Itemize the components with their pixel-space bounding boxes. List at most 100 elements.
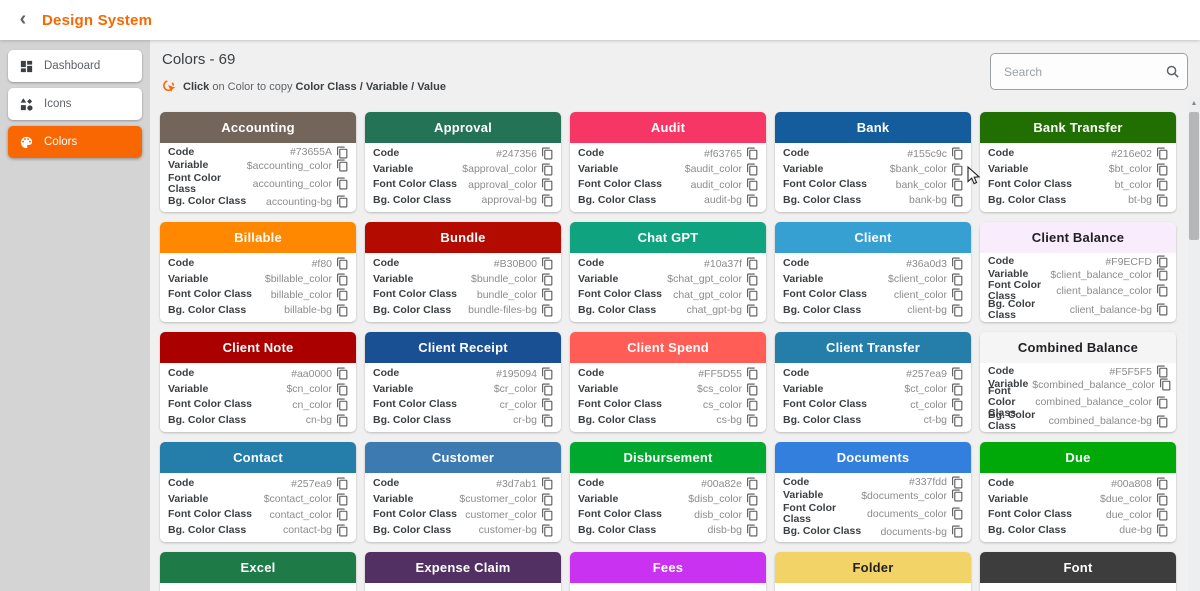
copy-icon[interactable]: [746, 288, 759, 301]
copy-icon[interactable]: [746, 508, 759, 521]
copy-icon[interactable]: [1156, 415, 1169, 428]
copy-icon[interactable]: [1156, 493, 1169, 506]
copy-icon[interactable]: [746, 524, 759, 537]
card-header[interactable]: Client: [775, 222, 971, 253]
copy-icon[interactable]: [336, 398, 349, 411]
copy-icon[interactable]: [541, 178, 554, 191]
card-header[interactable]: Client Note: [160, 332, 356, 363]
copy-icon[interactable]: [541, 493, 554, 506]
card-header[interactable]: Folder: [775, 552, 971, 583]
copy-icon[interactable]: [336, 273, 349, 286]
copy-icon[interactable]: [541, 367, 554, 380]
copy-icon[interactable]: [951, 194, 964, 207]
copy-icon[interactable]: [1156, 284, 1169, 297]
copy-icon[interactable]: [746, 477, 759, 490]
copy-icon[interactable]: [746, 163, 759, 176]
copy-icon[interactable]: [746, 398, 759, 411]
back-chevron-icon[interactable]: ‹: [19, 8, 27, 30]
copy-icon[interactable]: [541, 288, 554, 301]
card-header[interactable]: Excel: [160, 552, 356, 583]
search-input[interactable]: [991, 64, 1165, 79]
copy-icon[interactable]: [336, 159, 349, 172]
copy-icon[interactable]: [746, 304, 759, 317]
copy-icon[interactable]: [746, 178, 759, 191]
copy-icon[interactable]: [746, 414, 759, 427]
copy-icon[interactable]: [541, 524, 554, 537]
card-header[interactable]: Customer: [365, 442, 561, 473]
copy-icon[interactable]: [1156, 508, 1169, 521]
copy-icon[interactable]: [951, 398, 964, 411]
copy-icon[interactable]: [746, 194, 759, 207]
copy-icon[interactable]: [336, 508, 349, 521]
card-header[interactable]: Chat GPT: [570, 222, 766, 253]
sidebar-item-colors[interactable]: Colors: [8, 126, 142, 158]
card-header[interactable]: Approval: [365, 112, 561, 143]
copy-icon[interactable]: [1156, 365, 1169, 378]
card-header[interactable]: Client Transfer: [775, 332, 971, 363]
card-header[interactable]: Billable: [160, 222, 356, 253]
search-icon[interactable]: [1165, 64, 1180, 79]
copy-icon[interactable]: [746, 493, 759, 506]
copy-icon[interactable]: [336, 304, 349, 317]
copy-icon[interactable]: [541, 163, 554, 176]
copy-icon[interactable]: [1156, 396, 1169, 409]
copy-icon[interactable]: [541, 398, 554, 411]
copy-icon[interactable]: [1156, 477, 1169, 490]
card-header[interactable]: Bundle: [365, 222, 561, 253]
copy-icon[interactable]: [746, 367, 759, 380]
card-header[interactable]: Disbursement: [570, 442, 766, 473]
copy-icon[interactable]: [541, 477, 554, 490]
copy-icon[interactable]: [951, 414, 964, 427]
copy-icon[interactable]: [951, 525, 964, 538]
copy-icon[interactable]: [1156, 268, 1169, 281]
card-header[interactable]: Bank Transfer: [980, 112, 1176, 143]
card-header[interactable]: Audit: [570, 112, 766, 143]
card-header[interactable]: Contact: [160, 442, 356, 473]
sidebar-item-icons[interactable]: Icons: [8, 88, 142, 120]
copy-icon[interactable]: [541, 273, 554, 286]
card-header[interactable]: Fees: [570, 552, 766, 583]
copy-icon[interactable]: [541, 414, 554, 427]
card-header[interactable]: Client Balance: [980, 222, 1176, 253]
copy-icon[interactable]: [336, 146, 349, 159]
copy-icon[interactable]: [541, 147, 554, 160]
card-header[interactable]: Bank: [775, 112, 971, 143]
card-header[interactable]: Expense Claim: [365, 552, 561, 583]
card-header[interactable]: Combined Balance: [980, 332, 1176, 363]
copy-icon[interactable]: [1156, 524, 1169, 537]
copy-icon[interactable]: [336, 477, 349, 490]
copy-icon[interactable]: [951, 304, 964, 317]
copy-icon[interactable]: [1156, 147, 1169, 160]
copy-icon[interactable]: [1156, 303, 1169, 316]
card-header[interactable]: Documents: [775, 442, 971, 473]
copy-icon[interactable]: [951, 476, 964, 489]
copy-icon[interactable]: [336, 195, 349, 208]
copy-icon[interactable]: [336, 383, 349, 396]
copy-icon[interactable]: [746, 147, 759, 160]
vertical-scrollbar[interactable]: ▲: [1188, 97, 1200, 591]
copy-icon[interactable]: [951, 178, 964, 191]
copy-icon[interactable]: [951, 273, 964, 286]
scrollbar-up-arrow-icon[interactable]: ▲: [1190, 100, 1198, 107]
copy-icon[interactable]: [336, 367, 349, 380]
copy-icon[interactable]: [951, 507, 964, 520]
copy-icon[interactable]: [746, 273, 759, 286]
copy-icon[interactable]: [746, 383, 759, 396]
copy-icon[interactable]: [541, 257, 554, 270]
card-header[interactable]: Due: [980, 442, 1176, 473]
copy-icon[interactable]: [1156, 163, 1169, 176]
copy-icon[interactable]: [336, 524, 349, 537]
card-header[interactable]: Accounting: [160, 112, 356, 143]
copy-icon[interactable]: [336, 414, 349, 427]
sidebar-item-dashboard[interactable]: Dashboard: [8, 50, 142, 82]
copy-icon[interactable]: [951, 147, 964, 160]
copy-icon[interactable]: [951, 383, 964, 396]
copy-icon[interactable]: [336, 257, 349, 270]
copy-icon[interactable]: [336, 288, 349, 301]
card-header[interactable]: Client Receipt: [365, 332, 561, 363]
card-header[interactable]: Font: [980, 552, 1176, 583]
copy-icon[interactable]: [746, 257, 759, 270]
copy-icon[interactable]: [1156, 194, 1169, 207]
copy-icon[interactable]: [951, 257, 964, 270]
copy-icon[interactable]: [336, 493, 349, 506]
